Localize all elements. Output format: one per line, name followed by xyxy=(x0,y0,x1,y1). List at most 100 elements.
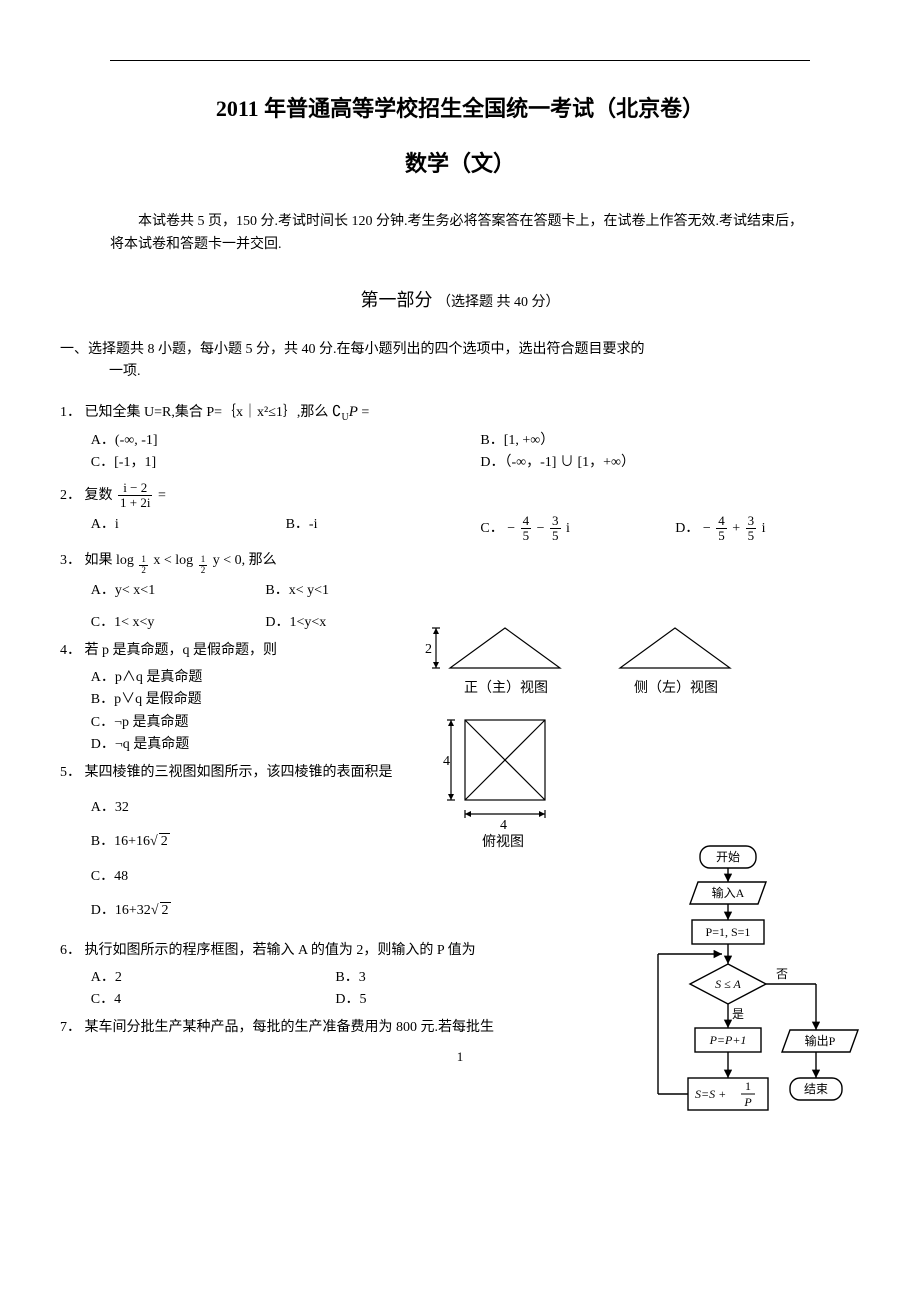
q2c-f2d: 5 xyxy=(550,529,561,543)
q3-sub1: 12 xyxy=(139,555,148,576)
exam-subtitle: 数学（文） xyxy=(50,146,870,181)
question-7: 7． 某车间分批生产某种产品，每批的生产准备费用为 800 元.若每批生 xyxy=(60,1017,580,1039)
q5b-pre: B．16+16 xyxy=(91,834,150,849)
section-intro-line1: 一、选择题共 8 小题，每小题 5 分，共 40 分.在每小题列出的四个选项中，… xyxy=(60,342,645,357)
q5-opt-d: D．16+32√2 xyxy=(91,900,580,922)
q2d-f2d: 5 xyxy=(746,529,757,543)
q1-opt-a: A．(-∞, -1] xyxy=(91,430,481,452)
q1-opt-b: B．[1, +∞） xyxy=(480,430,870,452)
question-4: 4． 若 p 是真命题，q 是假命题，则 A．p∧q 是真命题 B．p∨q 是假… xyxy=(60,640,440,756)
page-number: 1 xyxy=(0,1047,920,1068)
q2d-f2n: 3 xyxy=(746,514,757,529)
q5-num: 5． xyxy=(60,765,81,780)
q2-opt-b: B．-i xyxy=(286,514,481,544)
three-views-figure: 2 4 4 正（主）视图 侧（左）视图 俯视图 xyxy=(410,620,750,860)
q3-opt-b: B．x< y<1 xyxy=(265,580,440,602)
q6-opt-b: B．3 xyxy=(335,967,580,989)
q2-frac-den: 1 + 2i xyxy=(118,496,152,510)
q2-stem-post: = xyxy=(158,488,166,503)
q3-sub2d: 2 xyxy=(199,566,208,576)
fc-upd-num: 1 xyxy=(745,1079,751,1093)
q3-sub1d: 2 xyxy=(139,566,148,576)
q3-sub2: 12 xyxy=(199,555,208,576)
q2c-f1n: 4 xyxy=(521,514,532,529)
view-dim-w: 4 xyxy=(500,818,507,833)
q7-num: 7． xyxy=(60,1020,81,1035)
section-intro: 一、选择题共 8 小题，每小题 5 分，共 40 分.在每小题列出的四个选项中，… xyxy=(60,339,870,384)
question-1: 1． 已知全集 U=R,集合 P=｛x｜x²≤1｝,那么 ∁UP = A．(-∞… xyxy=(60,400,870,475)
q3-opt-c: C．1< x<y xyxy=(91,612,266,634)
fc-inc: P=P+1 xyxy=(709,1033,747,1047)
q1-num: 1． xyxy=(60,405,81,420)
fc-upd-den: P xyxy=(743,1095,752,1109)
q2-opt-c: C． − 45 − 35 i xyxy=(480,514,675,544)
part-heading-main: 第一部分 xyxy=(361,290,433,310)
question-2: 2． 复数 i − 2 1 + 2i = A．i B．-i C． − 45 − … xyxy=(60,481,870,544)
q5d-pre: D．16+32 xyxy=(91,903,151,918)
question-3: 3． 如果 log 12 x < log 12 y < 0, 那么 A．y< x… xyxy=(60,550,440,635)
sqrt-icon: √2 xyxy=(151,900,171,922)
side-view-label: 侧（左）视图 xyxy=(634,680,718,696)
fc-no: 否 xyxy=(776,967,788,981)
q2d-pre: D． xyxy=(675,521,699,536)
q1-stem-post: = xyxy=(361,405,369,420)
part-heading: 第一部分 （选择题 共 40 分） xyxy=(50,286,870,315)
q3-mid1: x < log xyxy=(153,553,193,568)
q5-opt-c: C．48 xyxy=(91,866,580,888)
section-intro-line2: 一项. xyxy=(60,361,870,383)
q5b-sqrt: 2 xyxy=(159,833,170,849)
q2d-f1: 45 xyxy=(716,514,727,544)
q6-opt-d: D．5 xyxy=(335,989,580,1011)
complement-var: P xyxy=(349,404,358,420)
part-heading-sub: （选择题 共 40 分） xyxy=(437,295,560,310)
fc-output: 输出P xyxy=(805,1033,836,1048)
q2d-f1d: 5 xyxy=(716,529,727,543)
q5d-sqrt: 2 xyxy=(160,902,171,918)
q4-opt-d: D．¬q 是真命题 xyxy=(91,734,440,756)
q2-fraction: i − 2 1 + 2i xyxy=(118,481,152,511)
view-dim-h: 2 xyxy=(425,642,432,657)
q2d-t2: + xyxy=(732,521,743,536)
q2-stem-pre: 复数 xyxy=(85,488,117,503)
q6-opt-a: A．2 xyxy=(91,967,336,989)
q2d-f1n: 4 xyxy=(716,514,727,529)
q1-stem-pre: 已知全集 U=R,集合 P=｛x｜x²≤1｝,那么 xyxy=(85,405,332,420)
q2d-f2: 35 xyxy=(746,514,757,544)
q2c-f2: 35 xyxy=(550,514,561,544)
q3-opt-a: A．y< x<1 xyxy=(91,580,266,602)
front-view-label: 正（主）视图 xyxy=(464,680,548,696)
q6-stem: 执行如图所示的程序框图，若输入 A 的值为 2，则输入的 P 值为 xyxy=(85,943,476,958)
q2c-t3: i xyxy=(566,521,570,536)
q5-stem: 某四棱锥的三视图如图所示，该四棱锥的表面积是 xyxy=(85,765,393,780)
complement-sub: U xyxy=(341,412,348,423)
fc-cond: S ≤ A xyxy=(715,977,741,991)
q3-num: 3． xyxy=(60,553,81,568)
fc-upd-pre: S=S + xyxy=(695,1087,726,1101)
q2c-t2: − xyxy=(537,521,548,536)
q2c-pre: C． xyxy=(480,521,503,536)
q2-opt-a: A．i xyxy=(91,514,286,544)
fc-start: 开始 xyxy=(716,850,740,864)
q2d-t3: i xyxy=(762,521,766,536)
q2-frac-num: i − 2 xyxy=(118,481,152,496)
q2-opt-d: D． − 45 + 35 i xyxy=(675,514,870,544)
fc-init: P=1, S=1 xyxy=(706,925,751,939)
exam-title: 2011 年普通高等学校招生全国统一考试（北京卷） xyxy=(50,91,870,126)
q4-opt-c: C．¬p 是真命题 xyxy=(91,712,440,734)
q2-num: 2． xyxy=(60,488,81,503)
q1-opt-c: C．[-1，1] xyxy=(91,452,481,474)
header-rule xyxy=(110,60,810,61)
question-6: 6． 执行如图所示的程序框图，若输入 A 的值为 2，则输入的 P 值为 A．2… xyxy=(60,940,580,1011)
q2c-f1: 45 xyxy=(521,514,532,544)
q7-stem: 某车间分批生产某种产品，每批的生产准备费用为 800 元.若每批生 xyxy=(85,1020,495,1035)
view-dim-v: 4 xyxy=(443,754,450,769)
top-view-label: 俯视图 xyxy=(482,834,524,850)
q4-opt-a: A．p∧q 是真命题 xyxy=(91,667,440,689)
q6-num: 6． xyxy=(60,943,81,958)
q4-stem: 若 p 是真命题，q 是假命题，则 xyxy=(85,643,278,658)
flowchart-figure: 开始 输入A P=1, S=1 S ≤ A 是 否 P=P+1 输出P 结束 S… xyxy=(640,844,870,1164)
q6-opt-c: C．4 xyxy=(91,989,336,1011)
fc-input: 输入A xyxy=(712,885,745,900)
q2c-f2n: 3 xyxy=(550,514,561,529)
flowchart-svg: 开始 输入A P=1, S=1 S ≤ A 是 否 P=P+1 输出P 结束 S… xyxy=(640,844,870,1164)
